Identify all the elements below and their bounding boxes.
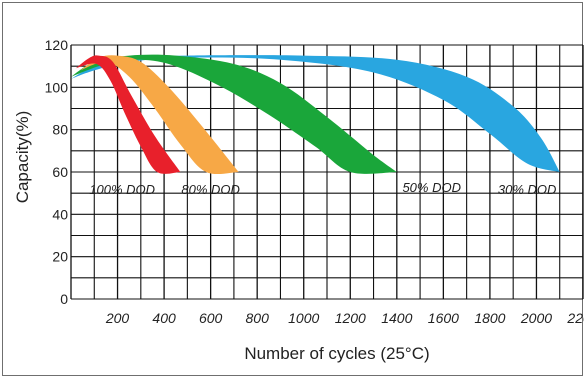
x-tick-label: 600	[199, 310, 223, 326]
x-tick-label: 1600	[428, 310, 459, 326]
x-axis-label: Number of cycles (25°C)	[244, 344, 429, 363]
y-tick-labels: 0 20 40 60 80 100 120	[45, 37, 69, 307]
series-areas	[71, 54, 560, 175]
dod-label: 30% DOD	[498, 182, 557, 197]
series-30-dod-band	[71, 55, 560, 172]
y-tick-label: 20	[52, 249, 68, 265]
x-tick-label: 400	[152, 310, 176, 326]
y-tick-label: 80	[52, 122, 68, 138]
x-tick-label: 1800	[474, 310, 505, 326]
x-tick-labels: 200 400 600 800 1000 1200 1400 1600 1800 2000 2200	[105, 310, 584, 326]
x-tick-label: 1200	[335, 310, 366, 326]
y-tick-label: 60	[52, 164, 68, 180]
x-tick-label: 2000	[520, 310, 552, 326]
y-tick-label: 100	[45, 79, 69, 95]
series-50-dod-band	[71, 54, 397, 174]
dod-capacity-chart: 2004006008001000120014001600180020002200…	[13, 37, 584, 363]
dod-labels: 100% DOD 80% DOD 50% DOD 30% DOD	[89, 180, 556, 197]
x-tick-label: 2200	[566, 310, 584, 326]
y-axis-label: Capacity(%)	[13, 111, 32, 204]
chart-frame: 2004006008001000120014001600180020002200…	[2, 2, 584, 376]
x-tick-label: 800	[246, 310, 270, 326]
y-tick-label: 0	[60, 291, 68, 307]
series-80-dod-band	[80, 55, 239, 175]
dod-label: 100% DOD	[89, 182, 155, 197]
dod-label: 80% DOD	[181, 182, 240, 197]
x-tick-label: 1000	[288, 310, 319, 326]
dod-label: 50% DOD	[402, 180, 461, 195]
series-100-dod-band	[75, 55, 181, 174]
x-tick-label: 200	[105, 310, 130, 326]
y-tick-label: 120	[45, 37, 69, 53]
y-tick-label: 40	[52, 206, 68, 222]
x-tick-label: 1400	[381, 310, 412, 326]
